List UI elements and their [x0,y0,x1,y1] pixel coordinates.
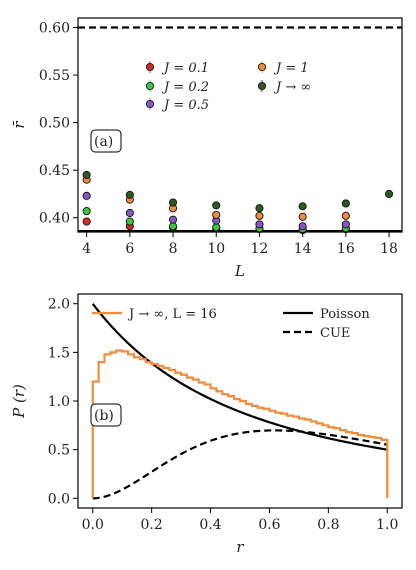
point-j-1 [341,211,350,220]
point-j-0-2 [212,223,221,232]
legend-label-j: J → ∞ [273,80,311,95]
point-j [168,198,178,207]
panel-a-xtick-label: 8 [169,241,178,257]
panel-b-xtick-label: 0.0 [82,517,104,533]
panel-b-ytick-label: 0.0 [48,491,70,507]
legend-marker-j-0-1 [145,62,155,72]
legend-marker-j [257,81,267,91]
panel-b-tag: (b) [90,403,122,427]
panel-b-ytick-label: 1.5 [48,345,70,361]
panel-a-legend: J = 0.1 J = 0.2 J = 0.5 J = 1 J → ∞ [145,61,311,113]
poisson-curve [91,303,388,451]
panel-a-xtick-label: 10 [207,241,225,257]
panel-a-xtick-label: 6 [125,241,134,257]
histogram-step-line [91,349,389,499]
panel-b-xtick-label: 0.6 [258,517,280,533]
point-j-1 [255,211,264,220]
panel-a-xtick-label: 18 [380,241,398,257]
legend-marker-j-0-2 [145,81,155,91]
point-j [384,189,394,199]
point-j-1 [212,210,221,219]
panel-a-ytick-label: 0.55 [39,68,70,84]
panel-b-ytick-label: 0.5 [48,443,70,459]
legend-marker-j-1 [257,62,267,72]
point-j [125,190,134,199]
point-j [341,199,350,208]
panel-a: 4 6 8 10 12 14 16 18 0.40 0.45 0.50 0.55 0.60 J = 0.… [10,17,403,280]
point-j-0-5 [255,220,264,229]
panel-b-ytick-label: 2.0 [48,297,70,313]
panel-a-ytick-label: 0.60 [39,21,70,37]
panel-a-xlabel: L [234,262,245,280]
legend-label-j-0-1: J = 0.1 [161,61,209,76]
panel-a-ytick-label: 0.40 [39,211,70,227]
panel-a-ylabel: r̄ [10,121,28,129]
panel-a-xtick-label: 16 [337,241,355,257]
panel-b: 0.0 0.2 0.4 0.6 0.8 1.0 0.0 0.5 1.0 1.5 2.0 J → ∞,… [10,293,403,556]
panel-a-xtick-label: 4 [82,241,91,257]
panel-b-xlabel: r [236,538,244,556]
legend-marker-j-0-5 [145,99,155,109]
point-j [298,202,307,211]
point-j-0-5 [168,215,178,224]
point-j-1 [298,212,307,221]
point-j [255,204,264,213]
point-j-0-2 [125,217,134,226]
legend-label-j-1: J = 1 [273,61,309,76]
point-j-0-5 [341,220,350,229]
panel-a-xtick-label: 14 [294,241,312,257]
point-j-0-2 [82,207,91,216]
panel-b-xtick-label: 0.8 [317,517,339,533]
panel-b-ytick-label: 1.0 [48,394,70,410]
legend-label-j-0-5: J = 0.5 [161,98,209,113]
point-j-0-5 [125,208,134,218]
point-j-0-5 [82,191,91,200]
point-j-0-5 [298,222,307,231]
panel-a-tag-text: (a) [94,134,113,150]
panel-b-legend: J → ∞, L = 16 Poisson CUE [92,307,370,341]
point-j-0-1 [82,217,91,226]
panel-a-xtick-label: 12 [251,241,269,257]
panel-a-ytick-label: 0.45 [39,163,70,179]
panel-b-xtick-label: 1.0 [376,517,398,533]
legend-label-j-l-16: J → ∞, L = 16 [127,307,217,322]
panel-b-xtick-label: 0.2 [141,517,163,533]
point-j-0-2 [168,222,178,231]
panel-b-tag-text: (b) [94,408,114,424]
point-j [82,170,91,179]
panel-a-ytick-label: 0.50 [39,116,70,132]
legend-label-poisson: Poisson [320,307,370,322]
panel-b-ylabel: P (r) [10,384,28,419]
panel-b-xtick-label: 0.4 [199,517,221,533]
point-j [212,201,221,210]
legend-label-cue: CUE [320,326,350,341]
panel-a-tag: (a) [90,129,122,153]
legend-label-j-0-2: J = 0.2 [161,80,209,95]
